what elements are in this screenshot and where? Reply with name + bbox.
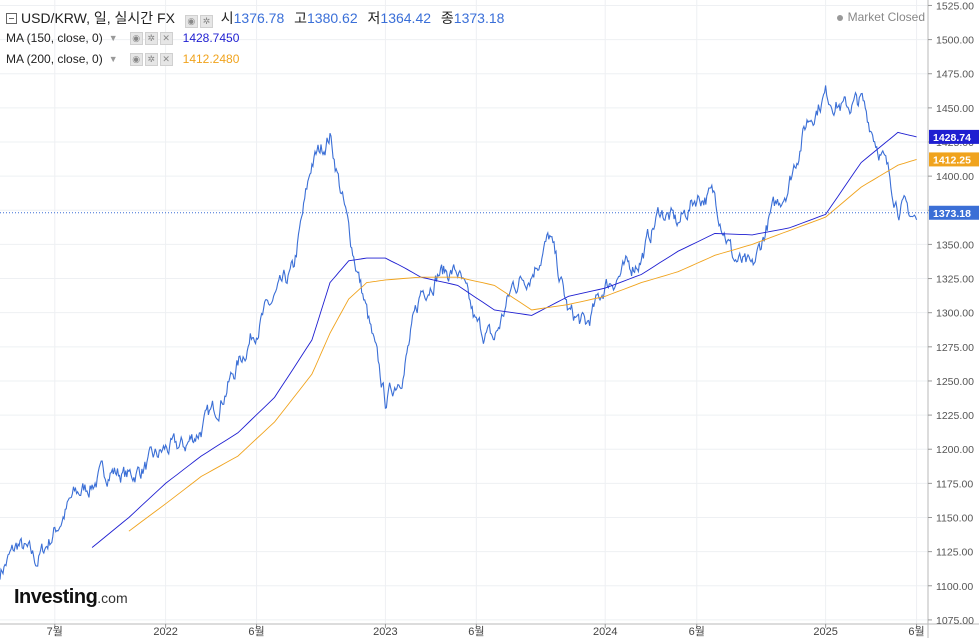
close-icon[interactable]: ✕ — [159, 52, 173, 66]
market-status-text: Market Closed — [847, 10, 925, 24]
x-tick-label: 2024 — [593, 626, 617, 638]
x-tick-label: 6월 — [248, 625, 264, 638]
y-tick-label: 1200.00 — [936, 444, 974, 456]
open-label: 시 — [220, 10, 234, 26]
price-tag-background — [929, 129, 979, 144]
y-tick-label: 1300.00 — [936, 308, 974, 320]
indicator-label: MA (200, close, 0) — [6, 52, 103, 66]
symbol-header: USD/KRW, 일, 실시간 FX ◉ ✲ 시1376.78 고1380.62… — [6, 8, 504, 28]
visibility-eye-icon[interactable]: ◉ — [129, 52, 143, 66]
x-tick-label: 6월 — [689, 625, 705, 638]
logo-main: Investing — [14, 586, 98, 608]
ma-series-line-1 — [91, 131, 917, 548]
logo-suffix: .com — [97, 590, 128, 606]
close-value: 1373.18 — [453, 10, 505, 26]
price-tag-label: 1428.74 — [933, 132, 971, 144]
chevron-down-icon[interactable]: ▼ — [108, 54, 118, 64]
x-tick-label: 6월 — [908, 625, 924, 638]
indicator-value: 1428.7450 — [182, 31, 240, 45]
y-tick-label: 1250.00 — [936, 376, 974, 388]
indicator-ma150: MA (150, close, 0) ▼ ◉ ✲ ✕ 1428.7450 — [6, 31, 239, 45]
x-axis: 7월 2022 6월 2023 6월 2024 6월 2025 6월 — [47, 624, 925, 638]
high-value: 1380.62 — [307, 10, 358, 26]
x-tick-label: 7월 — [47, 625, 63, 638]
y-tick-label: 1475.00 — [936, 69, 974, 81]
investing-logo: Investing.com — [14, 586, 128, 609]
indicator-value: 1412.2480 — [182, 52, 240, 66]
settings-gear-icon[interactable]: ✲ — [144, 52, 158, 66]
visibility-eye-icon[interactable]: ◉ — [129, 31, 143, 45]
indicator-label: MA (150, close, 0) — [6, 31, 103, 45]
y-tick-label: 1400.00 — [936, 171, 974, 183]
low-label: 저 — [367, 10, 381, 26]
y-tick-label: 1100.00 — [936, 581, 973, 593]
low-value: 1364.42 — [380, 10, 432, 26]
y-tick-label: 1125.00 — [936, 547, 973, 559]
y-tick-label: 1450.00 — [936, 103, 974, 115]
high-label: 고 — [294, 10, 308, 26]
close-icon[interactable]: ✕ — [159, 31, 173, 45]
x-tick-label: 2025 — [813, 626, 837, 638]
price-tag-label: 1412.25 — [933, 154, 971, 166]
y-tick-label: 1350.00 — [936, 239, 974, 251]
collapse-icon[interactable] — [6, 13, 17, 24]
ma150-price-tag: 1428.74 — [929, 129, 979, 144]
chart-grid — [0, 0, 928, 624]
open-value: 1376.78 — [233, 10, 285, 26]
y-tick-label: 1275.00 — [936, 342, 974, 354]
price-tag-background — [929, 205, 979, 220]
x-tick-label: 2023 — [373, 626, 397, 638]
status-dot-icon — [836, 14, 843, 21]
ma-series-line-2 — [128, 158, 917, 532]
indicator-ma200: MA (200, close, 0) ▼ ◉ ✲ ✕ 1412.2480 — [6, 52, 239, 66]
settings-gear-icon[interactable]: ✲ — [144, 31, 158, 45]
market-status: Market Closed — [836, 10, 925, 24]
price-series-line — [0, 85, 918, 580]
price-tag-label: 1373.18 — [933, 208, 971, 220]
y-tick-label: 1525.00 — [936, 0, 974, 12]
last-price-tag: 1373.18 — [929, 205, 979, 220]
close-label: 종 — [440, 10, 454, 26]
x-tick-label: 2022 — [153, 626, 177, 638]
y-tick-label: 1075.00 — [936, 615, 974, 627]
y-tick-label: 1225.00 — [936, 410, 974, 422]
y-tick-label: 1325.00 — [936, 274, 974, 286]
y-axis: 1525.001500.001475.001450.001425.001400.… — [928, 0, 974, 627]
chart-lines — [0, 85, 928, 580]
price-tag-background — [929, 152, 979, 167]
visibility-eye-icon[interactable]: ◉ — [184, 15, 198, 28]
chevron-down-icon[interactable]: ▼ — [108, 33, 118, 43]
y-tick-label: 1150.00 — [936, 512, 973, 524]
settings-gear-icon[interactable]: ✲ — [199, 15, 213, 28]
ma200-price-tag: 1412.25 — [929, 152, 979, 167]
x-tick-label: 6월 — [468, 625, 484, 638]
y-tick-label: 1500.00 — [936, 35, 974, 47]
symbol-title: USD/KRW, 일, 실시간 FX — [21, 10, 175, 26]
y-tick-label: 1175.00 — [936, 478, 973, 490]
price-tags: 1428.74 1412.25 1373.18 — [929, 129, 979, 220]
